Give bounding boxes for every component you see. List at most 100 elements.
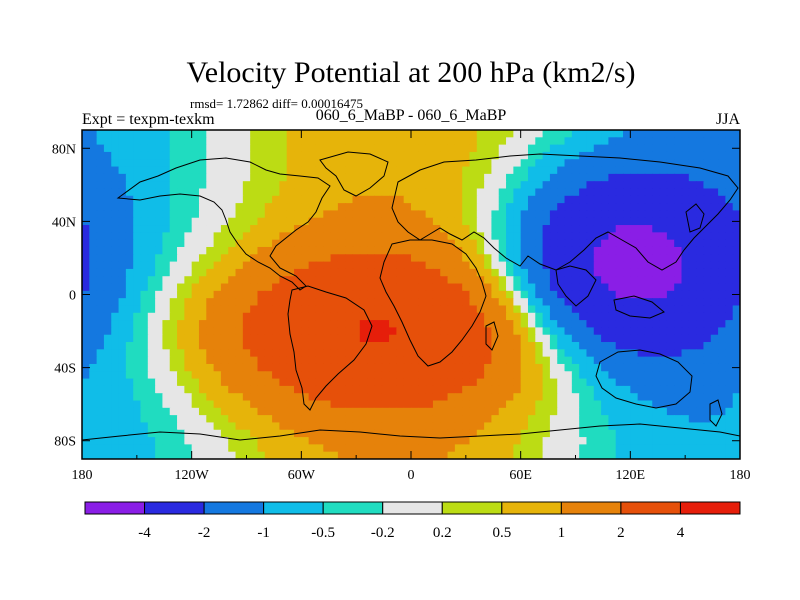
field-cell [535,166,544,175]
field-cell [432,422,441,431]
field-cell [352,225,361,233]
field-cell [652,151,661,160]
field-cell [623,290,631,299]
field-cell [323,181,332,190]
field-cell [498,371,507,380]
field-cell [447,159,456,168]
field-cell [286,320,295,328]
field-cell [147,151,156,160]
field-cell [103,246,112,255]
field-cell [476,407,485,416]
field-cell [103,195,112,204]
field-cell [549,334,558,343]
field-cell [220,422,229,431]
field-cell [308,312,317,321]
field-cell [242,422,251,431]
field-cell [666,422,675,431]
field-cell [294,210,302,219]
field-cell [696,378,705,387]
field-cell [674,166,683,175]
field-cell [484,422,493,431]
field-cell [250,195,259,204]
field-cell [579,268,588,277]
field-cell [601,246,609,255]
field-cell [732,254,740,263]
field-cell [718,130,726,138]
field-cell [506,371,514,380]
field-cell [732,356,740,365]
field-cell [542,371,551,380]
y-tick-label: 80N [52,142,76,157]
field-cell [111,290,120,299]
field-cell [213,385,222,394]
field-cell [118,144,127,153]
field-cell [571,188,580,197]
field-cell [498,363,507,372]
field-cell [593,363,602,372]
field-cell [623,334,631,343]
field-cell [476,385,485,394]
field-cell [264,363,273,372]
field-cell [674,342,683,350]
field-cell [330,159,339,168]
field-cell [718,195,726,204]
field-cell [403,385,412,394]
field-cell [301,268,310,277]
field-cell [666,254,675,263]
field-cell [703,188,712,197]
field-cell [615,305,624,314]
field-cell [659,342,668,350]
field-cell [703,217,712,226]
field-cell [184,437,193,445]
field-cell [169,137,178,146]
field-cell [162,378,171,387]
field-cell [220,159,229,168]
field-cell [411,400,419,409]
field-cell [674,144,683,153]
field-cell [454,188,463,197]
field-cell [418,144,427,153]
field-cell [506,144,514,153]
field-cell [440,407,449,416]
field-cell [674,422,683,431]
field-cell [96,356,105,365]
field-cell [440,232,449,241]
field-cell [96,342,105,350]
field-cell [323,393,332,402]
field-cell [279,451,288,459]
field-cell [637,159,646,168]
field-cell [213,312,222,321]
field-cell [206,166,215,175]
field-cell [294,305,302,314]
field-cell [718,342,726,350]
field-cell [454,349,463,358]
field-cell [315,349,324,358]
field-cell [337,173,346,182]
field-cell [644,342,653,350]
field-cell [323,356,332,365]
field-cell [411,378,419,387]
field-cell [125,268,134,277]
field-cell [279,151,288,160]
field-cell [418,246,427,255]
field-cell [506,246,514,255]
field-cell [484,320,493,328]
field-cell [637,422,646,431]
field-cell [710,130,719,138]
field-cell [198,371,207,380]
x-tick-label: 180 [730,468,751,483]
field-cell [542,217,551,226]
field-cell [337,437,346,445]
field-cell [198,444,207,453]
field-cell [184,393,193,402]
field-cell [118,334,127,343]
field-cell [718,415,726,424]
field-cell [688,429,697,438]
field-cell [155,363,164,372]
field-cell [520,407,529,416]
field-cell [96,371,105,380]
field-cell [432,261,441,270]
field-cell [367,327,376,336]
field-cell [337,137,346,146]
field-cell [644,334,653,343]
